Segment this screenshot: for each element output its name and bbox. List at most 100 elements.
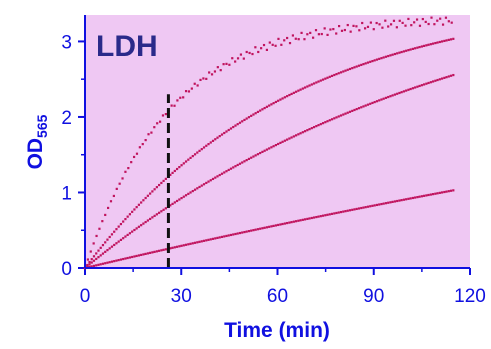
data-point [164, 248, 167, 251]
data-point [363, 27, 367, 30]
data-point [205, 144, 208, 147]
data-point [378, 203, 381, 206]
data-point [321, 78, 325, 81]
data-point [281, 222, 284, 226]
data-point [126, 233, 129, 237]
data-point [339, 210, 343, 214]
data-series-3 [83, 73, 455, 270]
data-point [364, 62, 367, 65]
x-tick-label: 0 [80, 286, 91, 307]
data-point [198, 185, 201, 189]
data-point [315, 215, 318, 219]
data-point [283, 39, 286, 42]
y-axis-title-subscript: 565 [34, 114, 50, 138]
data-point [133, 255, 136, 258]
data-point [387, 54, 390, 58]
data-point [396, 92, 399, 95]
data-point [329, 28, 332, 31]
data-point [220, 235, 224, 239]
data-point [297, 219, 300, 222]
data-point [414, 196, 417, 199]
data-point [117, 240, 120, 243]
data-point [438, 40, 441, 44]
data-point [452, 189, 455, 192]
data-point [443, 190, 446, 194]
data-point [86, 265, 89, 268]
data-point [312, 126, 316, 129]
data-point [252, 229, 255, 232]
data-point [229, 233, 233, 237]
data-point [211, 237, 215, 240]
data-point [317, 33, 320, 36]
data-point [151, 216, 154, 219]
data-point [401, 21, 404, 24]
data-point [178, 166, 181, 169]
data-point [256, 228, 260, 231]
y-tick-label: 2 [61, 108, 72, 129]
data-point [440, 77, 444, 80]
data-point [95, 252, 98, 255]
data-point [207, 143, 210, 146]
data-point [362, 206, 365, 209]
data-point [319, 215, 322, 218]
data-point [242, 57, 245, 60]
data-point [339, 114, 343, 117]
data-point [335, 73, 338, 76]
data-point [391, 94, 394, 97]
data-point [122, 257, 125, 261]
data-point [171, 171, 174, 174]
data-point [449, 74, 453, 77]
data-point [189, 191, 192, 194]
data-point [449, 189, 453, 192]
data-point [218, 236, 221, 239]
data-point [95, 257, 98, 261]
data-point [357, 207, 361, 210]
data-point [393, 52, 397, 56]
data-point [391, 200, 394, 203]
data-point [265, 48, 269, 51]
data-point [115, 242, 118, 245]
data-point [342, 210, 345, 213]
data-point [371, 204, 374, 207]
data-point [283, 222, 286, 225]
data-point [283, 96, 286, 99]
data-point [429, 193, 432, 196]
data-point [438, 191, 441, 194]
data-point [155, 213, 158, 216]
data-point [384, 55, 388, 58]
data-point [225, 170, 228, 173]
data-point [366, 103, 370, 106]
data-point [115, 228, 118, 231]
data-point [171, 202, 174, 205]
data-point [449, 38, 453, 41]
data-point [137, 203, 140, 206]
data-point [110, 233, 114, 236]
data-point [349, 30, 352, 33]
data-point [395, 26, 398, 29]
data-point [119, 222, 123, 226]
data-point [375, 100, 379, 103]
data-point [184, 160, 188, 163]
data-point [306, 85, 309, 88]
data-point [119, 238, 123, 241]
data-point [404, 24, 407, 27]
data-point [328, 213, 331, 216]
data-point [416, 196, 419, 199]
data-point [286, 221, 289, 225]
data-point [162, 179, 165, 183]
data-series-2 [83, 37, 455, 270]
data-point [97, 263, 100, 266]
data-point [393, 200, 397, 203]
data-point [101, 243, 105, 247]
data-point [427, 81, 430, 85]
data-point [447, 190, 450, 193]
data-point [202, 146, 206, 149]
data-point [320, 32, 323, 36]
data-point [295, 90, 298, 93]
data-point [153, 250, 156, 253]
data-point [346, 68, 349, 71]
data-point [99, 263, 102, 266]
data-point [225, 130, 228, 133]
data-point [162, 248, 165, 251]
data-point [205, 181, 208, 185]
